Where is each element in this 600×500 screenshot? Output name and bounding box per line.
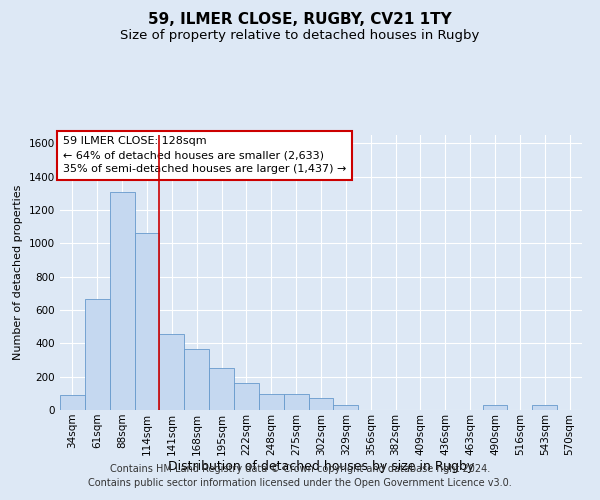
Bar — [85, 299, 110, 410]
Bar — [284, 394, 308, 410]
Bar — [160, 334, 184, 410]
Bar — [184, 349, 209, 410]
Bar — [134, 234, 160, 410]
Bar — [482, 405, 508, 410]
Bar — [308, 398, 334, 410]
Text: 59 ILMER CLOSE: 128sqm
← 64% of detached houses are smaller (2,633)
35% of semi-: 59 ILMER CLOSE: 128sqm ← 64% of detached… — [62, 136, 346, 174]
X-axis label: Distribution of detached houses by size in Rugby: Distribution of detached houses by size … — [168, 460, 474, 473]
Text: Contains HM Land Registry data © Crown copyright and database right 2024.
Contai: Contains HM Land Registry data © Crown c… — [88, 464, 512, 487]
Bar — [532, 405, 557, 410]
Y-axis label: Number of detached properties: Number of detached properties — [13, 185, 23, 360]
Bar — [110, 192, 134, 410]
Text: Size of property relative to detached houses in Rugby: Size of property relative to detached ho… — [121, 29, 479, 42]
Text: 59, ILMER CLOSE, RUGBY, CV21 1TY: 59, ILMER CLOSE, RUGBY, CV21 1TY — [148, 12, 452, 28]
Bar — [60, 395, 85, 410]
Bar — [209, 368, 234, 410]
Bar — [234, 384, 259, 410]
Bar — [259, 394, 284, 410]
Bar — [334, 405, 358, 410]
